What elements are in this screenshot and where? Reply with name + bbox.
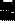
Line: HPM, M=50: HPM, M=50 [2, 3, 14, 10]
M-HPM, M=10 [2, 12, 3, 13]
Legend: HPM, M=0, M-HPM, M=0, HPM, M=1, M-HPM, M=1, HPM, M=50, M-HPM, M=50: HPM, M=0, M-HPM, M=0, HPM, M=1, M-HPM, M… [0, 12, 4, 21]
M-HPM, M=1 [13, 18, 14, 19]
Line: HPM, M=1: HPM, M=1 [2, 11, 14, 18]
M-HPM, M=10 [7, 18, 8, 19]
Line: HPM, M=0: HPM, M=0 [2, 3, 14, 10]
M-HPM, M=1 [7, 16, 8, 17]
M-HPM, M=0 [11, 9, 12, 10]
Line: HPM, M=10: HPM, M=10 [2, 11, 14, 19]
Text: β=-1.5: β=-1.5 [0, 1, 15, 21]
M-HPM, M=5 [3, 14, 4, 15]
Line: HPM, M=1: HPM, M=1 [2, 3, 14, 10]
Text: β=1.5: β=1.5 [0, 0, 15, 15]
M-HPM, M=10 [8, 18, 9, 19]
Line: HPM, M=5: HPM, M=5 [2, 11, 14, 19]
Line: M-HPM, M=10: M-HPM, M=10 [0, 8, 15, 21]
M-HPM, M=1 [9, 17, 10, 18]
M-HPM, M=50 [2, 3, 3, 4]
M-HPM, M=5 [8, 18, 9, 19]
Line: M-HPM, M=5: M-HPM, M=5 [0, 8, 15, 21]
Line: M-HPM, M=1: M-HPM, M=1 [0, 8, 15, 21]
Line: M-HPM, M=50: M-HPM, M=50 [0, 0, 15, 13]
Line: M-HPM, M=1: M-HPM, M=1 [0, 0, 15, 13]
Line: M-HPM, M=0: M-HPM, M=0 [0, 0, 15, 13]
M-HPM, M=0 [9, 8, 10, 9]
